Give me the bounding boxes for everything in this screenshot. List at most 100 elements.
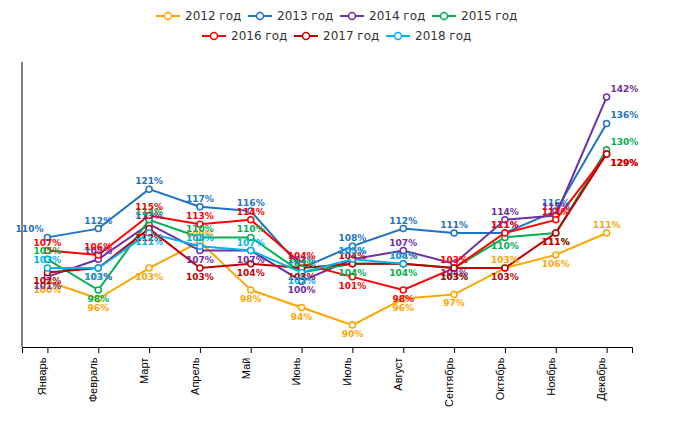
data-label: 117% bbox=[186, 194, 214, 204]
data-label: 94% bbox=[291, 312, 313, 322]
data-label: 104% bbox=[389, 251, 417, 261]
data-label: 142% bbox=[611, 84, 639, 94]
data-label: 110% bbox=[491, 241, 519, 251]
point bbox=[400, 261, 406, 267]
point bbox=[95, 226, 101, 232]
data-label: 111% bbox=[542, 237, 570, 247]
x-tick-label: Декабрь bbox=[595, 357, 607, 400]
x-axis: ЯнварьФевральМартАпрельМайИюньИюльАвгуст… bbox=[23, 347, 633, 407]
chart: ЯнварьФевральМартАпрельМайИюньИюльАвгуст… bbox=[0, 0, 680, 425]
point bbox=[299, 305, 305, 311]
point bbox=[604, 151, 610, 157]
legend-marker bbox=[165, 13, 172, 20]
legend-item: 2014 год bbox=[340, 9, 425, 23]
point bbox=[400, 261, 406, 267]
data-label: 103% bbox=[84, 272, 112, 282]
x-tick: Июнь bbox=[290, 347, 302, 386]
data-label: 96% bbox=[392, 303, 414, 313]
x-tick-mark bbox=[200, 347, 201, 353]
legend-marker bbox=[441, 13, 448, 20]
legend-label: 2014 год bbox=[369, 9, 425, 23]
x-tick: Декабрь bbox=[595, 347, 607, 400]
data-label: 105% bbox=[339, 246, 367, 256]
point bbox=[400, 261, 406, 267]
legend-label: 2017 год bbox=[323, 29, 379, 43]
data-label: 100% bbox=[288, 285, 316, 295]
x-axis-line bbox=[23, 348, 633, 354]
y-axis bbox=[22, 62, 23, 347]
data-label: 111% bbox=[491, 220, 519, 230]
data-label: 98% bbox=[87, 294, 109, 304]
point bbox=[248, 248, 254, 254]
data-label: 114% bbox=[491, 207, 519, 217]
data-label: 103% bbox=[491, 255, 519, 265]
x-tick-mark bbox=[403, 347, 404, 353]
data-label: 103% bbox=[440, 272, 468, 282]
x-tick-mark bbox=[302, 347, 303, 353]
legend-item: 2013 год bbox=[248, 9, 333, 23]
data-label: 110% bbox=[237, 224, 265, 234]
legend-label: 2015 год bbox=[461, 9, 517, 23]
x-tick-label: Сентябрь bbox=[443, 357, 455, 407]
data-label: 114% bbox=[542, 207, 570, 217]
data-label: 121% bbox=[135, 176, 163, 186]
data-label: 112% bbox=[84, 216, 112, 226]
data-label: 136% bbox=[611, 110, 639, 120]
data-label: 103% bbox=[84, 272, 112, 282]
point bbox=[502, 230, 508, 236]
data-label: 102% bbox=[288, 276, 316, 286]
x-tick: Февраль bbox=[87, 347, 99, 402]
point bbox=[451, 291, 457, 297]
legend-marker bbox=[257, 13, 264, 20]
series-line bbox=[47, 97, 606, 281]
point bbox=[604, 230, 610, 236]
point bbox=[248, 248, 254, 254]
legend-label: 2018 год bbox=[415, 29, 471, 43]
data-label: 107% bbox=[237, 238, 265, 248]
data-label: 104% bbox=[339, 268, 367, 278]
data-label: 106% bbox=[84, 242, 112, 252]
point bbox=[604, 151, 610, 157]
x-tick-label: Октябрь bbox=[494, 357, 506, 400]
data-label: 111% bbox=[440, 220, 468, 230]
data-label: 108% bbox=[186, 233, 214, 243]
data-label: 104% bbox=[389, 251, 417, 261]
legend-item: 2016 год bbox=[202, 29, 287, 43]
legend-label: 2012 год bbox=[185, 9, 241, 23]
x-tick: Июль bbox=[341, 347, 353, 386]
data-label: 104% bbox=[389, 268, 417, 278]
data-label: 129% bbox=[611, 158, 639, 168]
point bbox=[146, 186, 152, 192]
y-axis-line bbox=[22, 62, 23, 347]
point bbox=[400, 287, 406, 293]
x-tick-mark bbox=[47, 347, 48, 353]
x-tick: Октябрь bbox=[494, 347, 506, 400]
data-label: 107% bbox=[186, 255, 214, 265]
data-label: 115% bbox=[135, 202, 163, 212]
x-tick-mark bbox=[352, 347, 353, 353]
data-label: 108% bbox=[339, 233, 367, 243]
x-tick-label: Июль bbox=[341, 357, 353, 385]
legend-marker bbox=[349, 13, 356, 20]
series-line bbox=[47, 154, 606, 272]
data-label: 107% bbox=[34, 238, 62, 248]
data-label: 104% bbox=[237, 268, 265, 278]
data-label: 101% bbox=[339, 281, 367, 291]
x-tick: Август bbox=[392, 347, 404, 391]
data-label: 103% bbox=[135, 272, 163, 282]
data-label: 103% bbox=[440, 255, 468, 265]
legend-item: 2012 год bbox=[156, 9, 241, 23]
point bbox=[553, 217, 559, 223]
data-label: 112% bbox=[389, 216, 417, 226]
point bbox=[451, 230, 457, 236]
series-line bbox=[47, 154, 606, 290]
series-line bbox=[47, 233, 606, 325]
data-label: 103% bbox=[440, 272, 468, 282]
x-tick-label: Ноябрь bbox=[545, 357, 557, 395]
x-tick-mark bbox=[98, 347, 99, 353]
legend-item: 2015 год bbox=[432, 9, 517, 23]
data-label: 130% bbox=[611, 137, 639, 147]
data-label: 106% bbox=[542, 259, 570, 269]
x-tick: Март bbox=[138, 347, 150, 384]
point bbox=[248, 287, 254, 293]
